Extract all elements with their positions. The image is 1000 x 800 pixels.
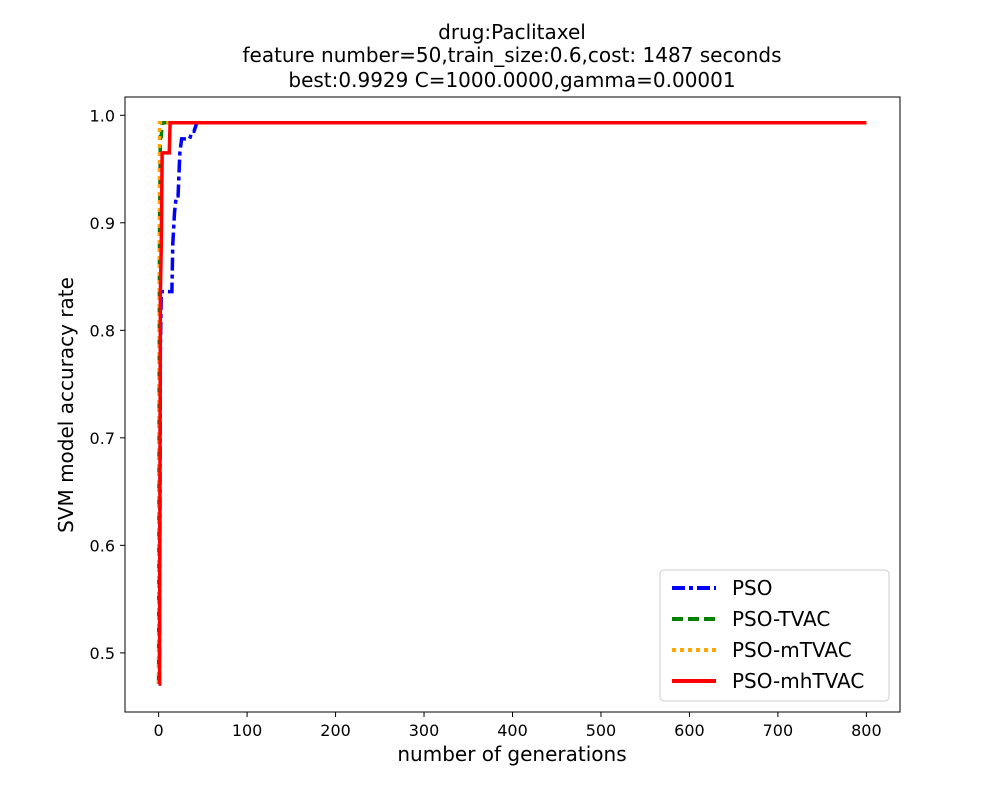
series-line-pso-mhtvac bbox=[157, 121, 867, 686]
series-layer bbox=[156, 121, 867, 686]
y-tick-label-5: 1.0 bbox=[90, 106, 115, 125]
chart-title-line-1: drug:Paclitaxel bbox=[438, 20, 586, 44]
x-tick-label-400: 400 bbox=[497, 721, 528, 740]
x-tick-label-800: 800 bbox=[851, 721, 882, 740]
x-tick-label-100: 100 bbox=[232, 721, 263, 740]
legend-label-pso-mtvac: PSO-mTVAC bbox=[732, 638, 852, 662]
chart-title: drug:Paclitaxel feature number=50,train_… bbox=[242, 20, 781, 92]
x-tick-label-0: 0 bbox=[154, 721, 164, 740]
x-tick-label-700: 700 bbox=[763, 721, 794, 740]
y-tick-label-4: 0.9 bbox=[90, 214, 115, 233]
x-axis-label: number of generations bbox=[397, 742, 626, 766]
x-tick-label-500: 500 bbox=[586, 721, 617, 740]
chart-legend: PSO PSO-TVAC PSO-mTVAC PSO-mhTVAC bbox=[659, 569, 890, 702]
x-tick-label-300: 300 bbox=[409, 721, 440, 740]
chart-title-line-3: best:0.9929 C=1000.0000,gamma=0.00001 bbox=[288, 68, 735, 92]
chart-title-line-2: feature number=50,train_size:0.6,cost: 1… bbox=[242, 43, 781, 67]
legend-label-pso-mhtvac: PSO-mhTVAC bbox=[732, 669, 864, 693]
legend-label-pso-tvac: PSO-TVAC bbox=[732, 607, 830, 631]
y-tick-label-0: 0.5 bbox=[90, 644, 115, 663]
y-tick-label-3: 0.8 bbox=[90, 321, 115, 340]
x-tick-label-600: 600 bbox=[674, 721, 705, 740]
x-tick-label-200: 200 bbox=[320, 721, 351, 740]
axes-layer: 0 100 200 300 400 500 600 700 800 0.5 0.6 0.7 0.8 0.9… bbox=[90, 96, 901, 740]
y-axis-label: SVM model accuracy rate bbox=[54, 277, 78, 533]
y-tick-label-2: 0.7 bbox=[90, 429, 115, 448]
legend-box bbox=[659, 569, 890, 702]
y-tick-label-1: 0.6 bbox=[90, 536, 115, 555]
legend-label-pso: PSO bbox=[732, 576, 773, 600]
